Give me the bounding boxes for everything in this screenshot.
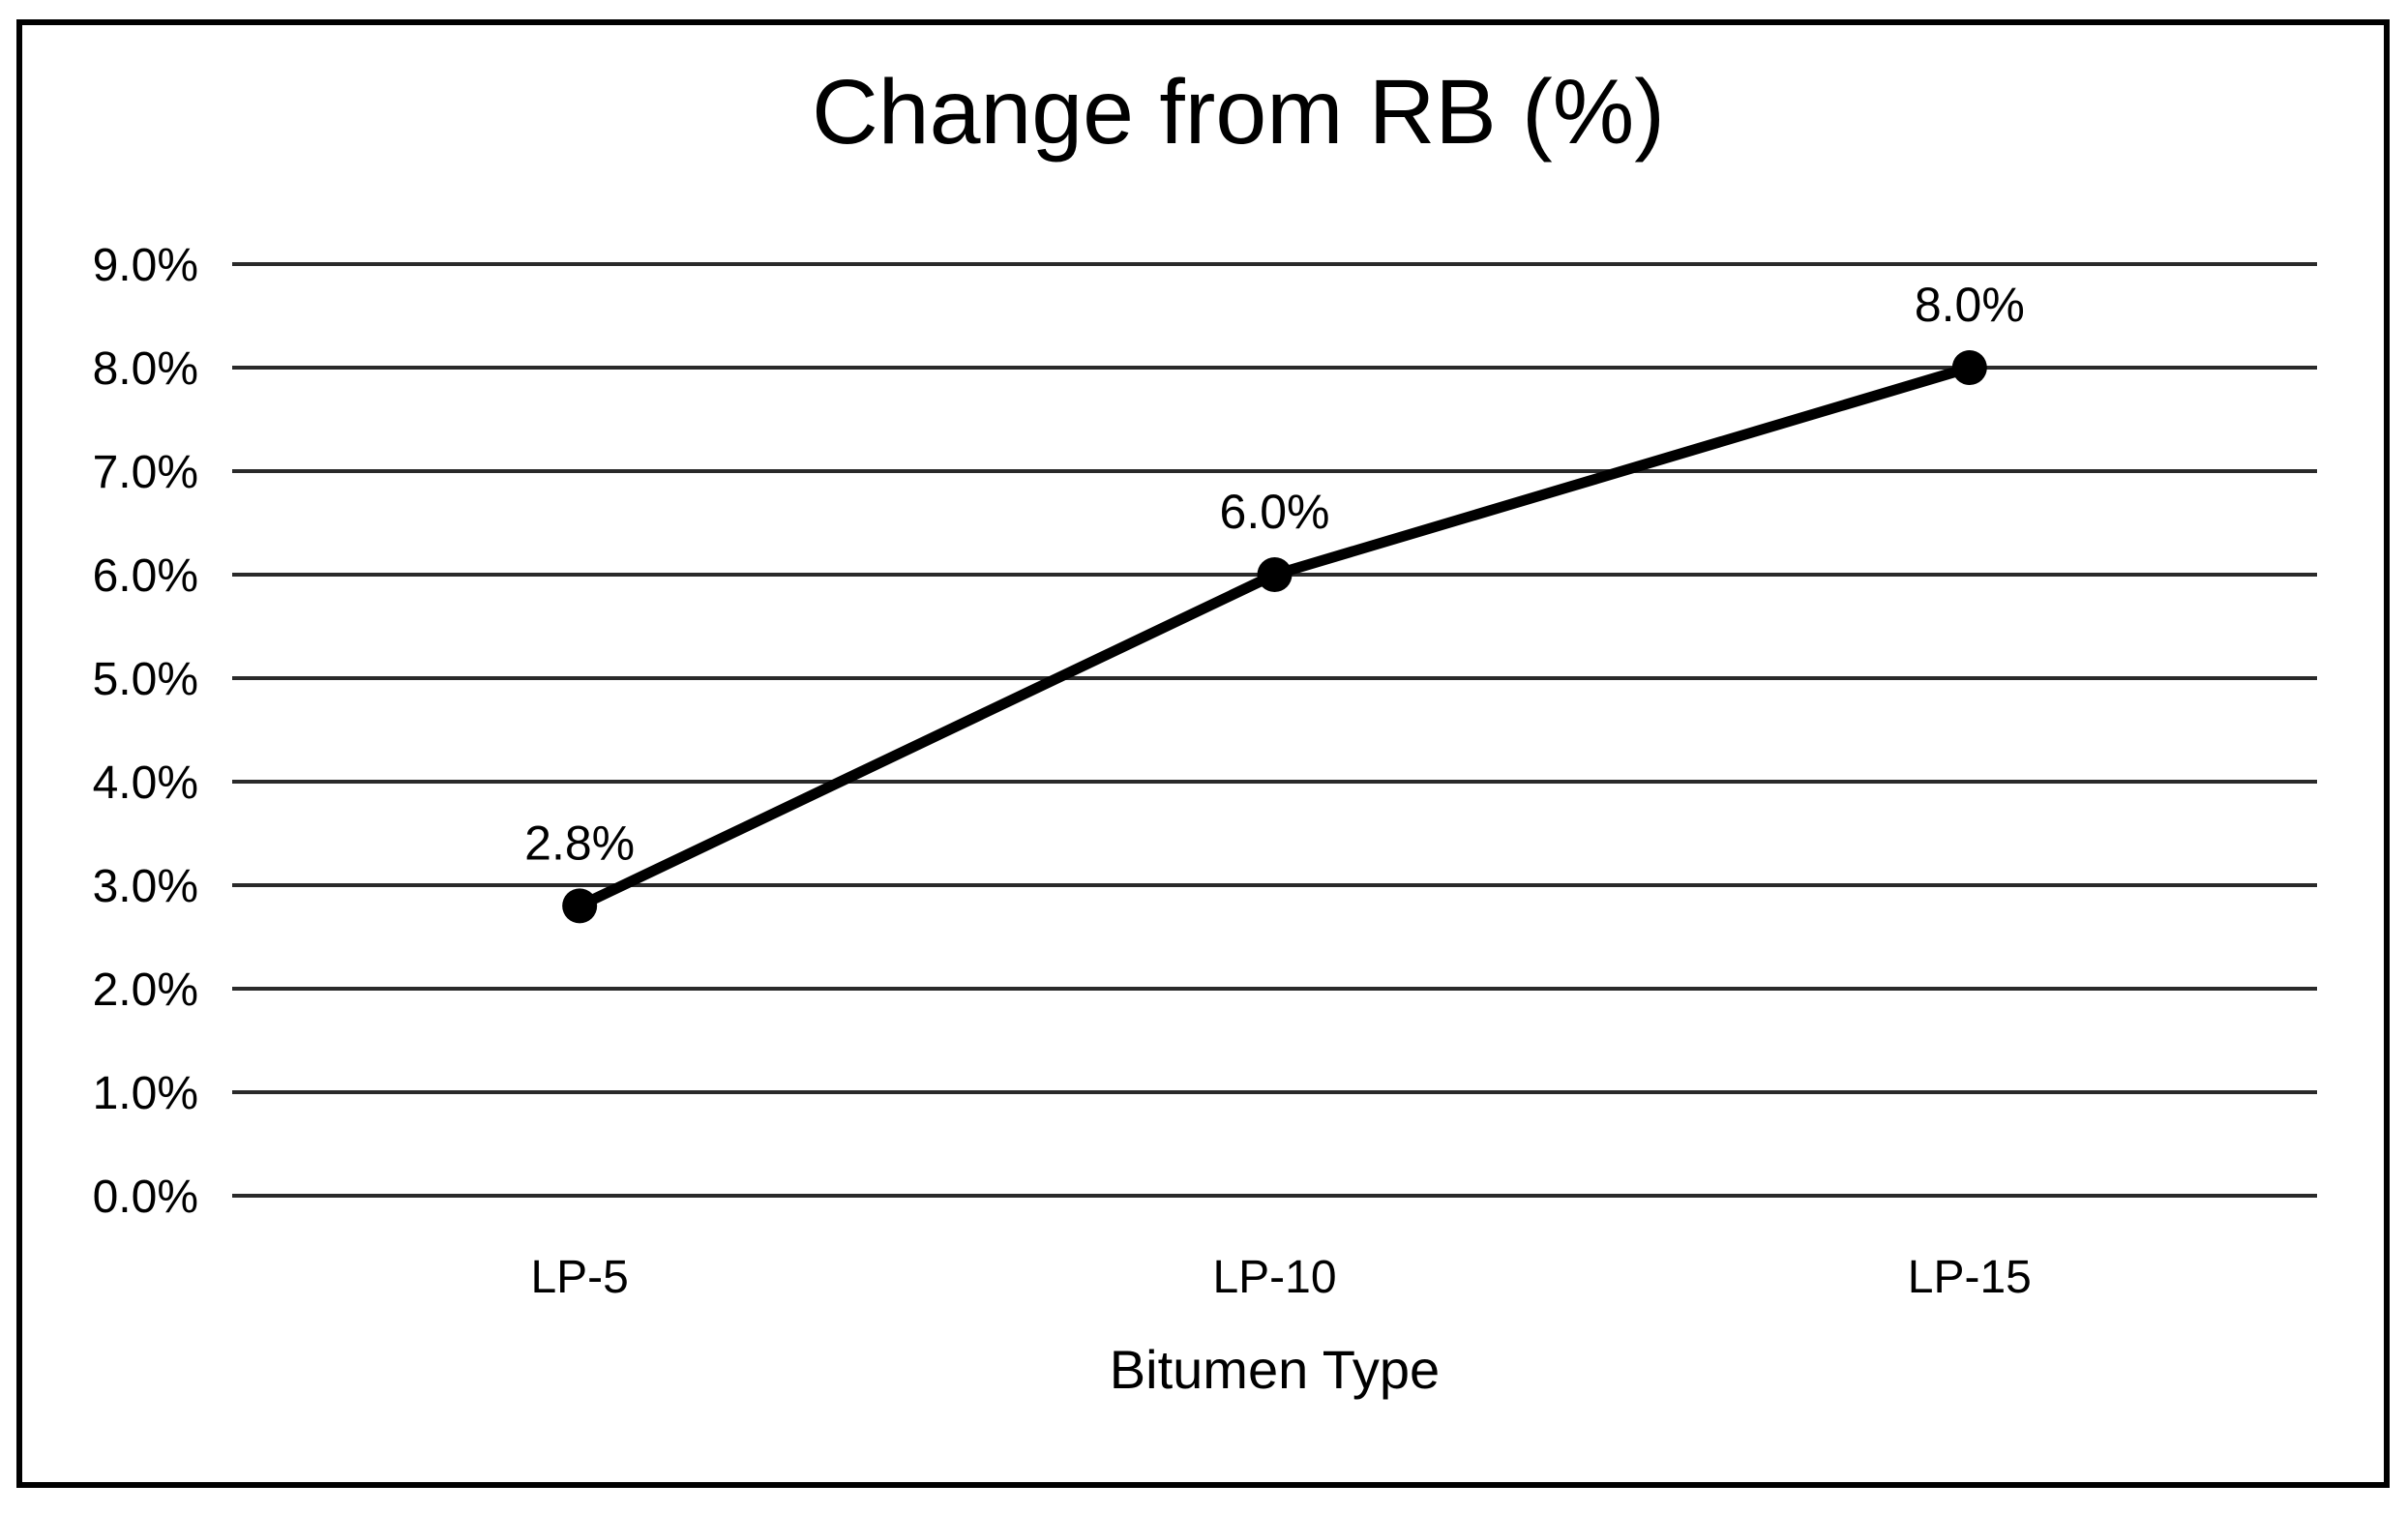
y-tick-label: 3.0% bbox=[93, 861, 198, 912]
x-axis-title: Bitumen Type bbox=[1109, 1339, 1441, 1400]
data-point-marker bbox=[1951, 350, 1987, 385]
data-point-marker bbox=[562, 888, 598, 924]
data-point-label: 8.0% bbox=[1915, 278, 2025, 332]
x-tick-label: LP-10 bbox=[1212, 1252, 1336, 1303]
x-tick-label: LP-15 bbox=[1908, 1252, 2032, 1303]
data-point-label: 2.8% bbox=[524, 816, 635, 870]
data-point-marker bbox=[1257, 557, 1293, 592]
chart-title: Change from RB (%) bbox=[812, 61, 1665, 163]
y-tick-label: 9.0% bbox=[93, 240, 198, 291]
y-tick-label: 1.0% bbox=[93, 1068, 198, 1119]
y-tick-label: 7.0% bbox=[93, 447, 198, 498]
y-tick-label: 8.0% bbox=[93, 343, 198, 395]
y-tick-label: 6.0% bbox=[93, 550, 198, 602]
data-point-label: 6.0% bbox=[1220, 485, 1330, 539]
y-tick-label: 5.0% bbox=[93, 654, 198, 705]
y-tick-label: 2.0% bbox=[93, 965, 198, 1016]
x-tick-label: LP-5 bbox=[530, 1252, 628, 1303]
y-tick-label: 0.0% bbox=[93, 1172, 198, 1223]
data-series-line bbox=[574, 362, 1976, 911]
y-tick-label: 4.0% bbox=[93, 757, 198, 809]
